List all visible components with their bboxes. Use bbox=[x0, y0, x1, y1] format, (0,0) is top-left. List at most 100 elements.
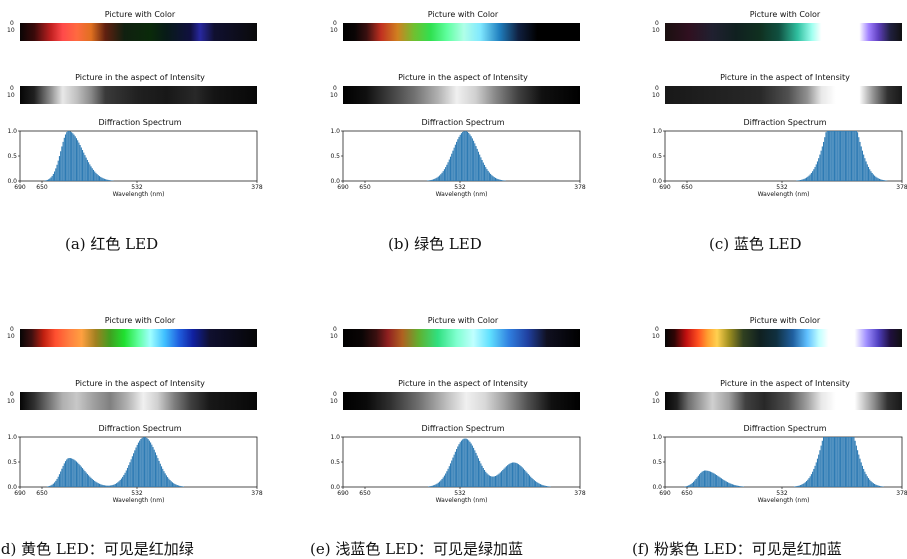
spectrum-bar bbox=[457, 139, 458, 181]
spectrum-bar bbox=[82, 150, 83, 181]
spectrum-bar bbox=[828, 437, 829, 487]
spectrum-bar bbox=[821, 151, 822, 181]
spectrum-bar bbox=[477, 456, 478, 487]
spectrum-bar bbox=[466, 439, 467, 487]
strip-tick-label: 10 bbox=[330, 93, 338, 99]
spectrum-bar bbox=[834, 131, 835, 181]
spectrum-bar bbox=[697, 477, 698, 487]
spectrum-bar bbox=[687, 486, 688, 487]
spectrum-bar bbox=[733, 485, 734, 487]
spectrum-bar bbox=[165, 473, 166, 487]
x-axis-label: Wavelength (nm) bbox=[436, 191, 488, 198]
spectrum-bar bbox=[531, 478, 532, 487]
color-strip-image bbox=[343, 23, 580, 41]
spectrum-bar bbox=[867, 476, 868, 487]
x-tick-label: 650 bbox=[36, 184, 48, 191]
spectrum-bar bbox=[875, 177, 876, 181]
spectrum-bar bbox=[740, 486, 741, 487]
spectrum-bar bbox=[435, 178, 436, 181]
spectrum-bar bbox=[480, 157, 481, 181]
spectrum-bar bbox=[529, 475, 530, 487]
spectrum-bar bbox=[535, 481, 536, 487]
spectrum-bar bbox=[449, 160, 450, 181]
spectrum-bar bbox=[114, 485, 115, 487]
spectrum-bar bbox=[112, 485, 113, 487]
spectrum-bar bbox=[862, 466, 863, 487]
spectrum-bar bbox=[133, 453, 134, 487]
spectrum-bar bbox=[155, 452, 156, 487]
spectrum-bar bbox=[458, 444, 459, 487]
spectrum-bar bbox=[712, 473, 713, 487]
spectrum-bar bbox=[73, 460, 74, 487]
spectrum-bar bbox=[827, 437, 828, 487]
x-tick-label: 532 bbox=[131, 184, 143, 191]
spectrum-bar bbox=[524, 470, 525, 487]
spectrum-bar bbox=[100, 484, 101, 487]
spectrum-bar bbox=[876, 178, 877, 181]
spectrum-bar bbox=[162, 469, 163, 487]
spectrum-bar bbox=[104, 485, 105, 487]
spectrum-bar bbox=[486, 473, 487, 487]
spectrum-bar bbox=[844, 131, 845, 181]
spectrum-bar bbox=[829, 131, 830, 181]
spectrum-bar bbox=[859, 142, 860, 181]
spectrum-bar bbox=[801, 180, 802, 181]
spectrum-bar bbox=[452, 151, 453, 181]
spectrum-bar bbox=[78, 143, 79, 181]
spectrum-bar bbox=[81, 467, 82, 487]
spectrum-bar bbox=[110, 485, 111, 487]
spectrum-bar bbox=[67, 458, 68, 487]
color-strip-title: Picture with Color bbox=[343, 10, 583, 19]
spectrum-bar bbox=[94, 481, 95, 487]
spectrum-bar bbox=[522, 467, 523, 487]
spectrum-bar bbox=[54, 171, 55, 181]
spectrum-bar bbox=[463, 439, 464, 487]
color-strip-title: Picture with Color bbox=[20, 10, 260, 19]
spectrum-bar bbox=[841, 131, 842, 181]
spectrum-bar bbox=[835, 437, 836, 487]
spectrum-bar bbox=[726, 481, 727, 487]
spectrum-bar bbox=[540, 484, 541, 487]
x-axis-label: Wavelength (nm) bbox=[113, 191, 165, 198]
spectrum-bar bbox=[846, 437, 847, 487]
intensity-strip-title: Picture in the aspect of Intensity bbox=[20, 73, 260, 82]
spectrum-bar bbox=[456, 142, 457, 181]
spectrum-bar bbox=[807, 177, 808, 181]
spectrum-bar bbox=[514, 463, 515, 487]
spectrum-bar bbox=[857, 450, 858, 487]
spectrum-bar bbox=[82, 468, 83, 487]
strip-tick-label: 10 bbox=[7, 28, 15, 34]
spectrum-bar bbox=[88, 475, 89, 487]
spectrum-bar bbox=[876, 485, 877, 487]
spectrum-bar bbox=[127, 468, 128, 487]
spectrum-bar bbox=[879, 179, 880, 181]
spectrum-bar bbox=[460, 442, 461, 487]
spectrum-bar bbox=[701, 472, 702, 487]
spectrum-bar bbox=[502, 180, 503, 181]
subfigure-caption: (e) 浅蓝色 LED：可见是绿加蓝 bbox=[310, 538, 523, 559]
spectrum-bar bbox=[808, 478, 809, 487]
spectrum-bar bbox=[490, 174, 491, 181]
strip-tick-label: 10 bbox=[330, 399, 338, 405]
spectrum-bar bbox=[163, 471, 164, 487]
spectrum-bar bbox=[799, 180, 800, 181]
spectrum-bar bbox=[178, 486, 179, 488]
spectrum-bar bbox=[123, 475, 124, 487]
spectrum-bar bbox=[474, 143, 475, 181]
spectrum-bar bbox=[53, 484, 54, 487]
intensity-strip-image bbox=[343, 86, 580, 104]
spectrum-bar bbox=[99, 484, 100, 487]
spectrum-bar bbox=[819, 155, 820, 181]
y-tick-label: 1.0 bbox=[7, 434, 17, 441]
spectrum-bar bbox=[499, 474, 500, 487]
spectrum-bar bbox=[836, 131, 837, 181]
spectrum-bar bbox=[482, 160, 483, 181]
spectrum-bar bbox=[544, 485, 545, 487]
intensity-strip-title: Picture in the aspect of Intensity bbox=[665, 73, 905, 82]
spectrum-bar bbox=[705, 471, 706, 487]
spectrum-bar bbox=[857, 132, 858, 181]
spectrum-bar bbox=[441, 173, 442, 181]
spectrum-bar bbox=[108, 486, 109, 487]
spectrum-bar bbox=[819, 450, 820, 487]
spectrum-bar bbox=[805, 178, 806, 181]
